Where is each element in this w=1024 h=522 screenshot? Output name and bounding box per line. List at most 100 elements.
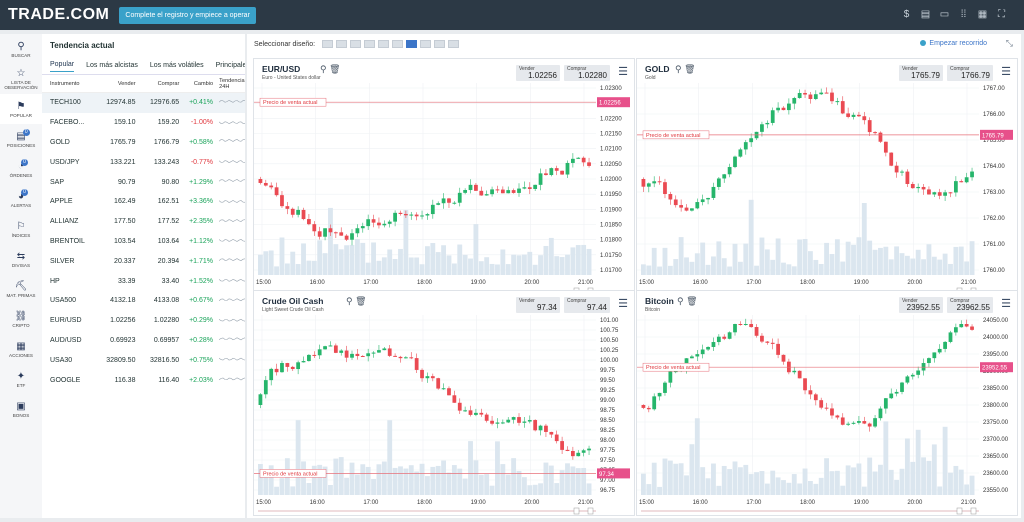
buy-box[interactable]: Comprar 97.44 [564, 297, 610, 313]
apps-grid-icon[interactable]: ⁞⁞ [960, 8, 967, 20]
sell-price[interactable]: 90.79 [117, 178, 136, 186]
logo[interactable]: TRADE.COM [8, 6, 110, 23]
nav-item-6[interactable]: ⚐ ÍNDICES [0, 214, 42, 244]
register-button[interactable]: Complete el registro y empiece a operar [119, 6, 256, 24]
sell-price[interactable]: 159.10 [114, 119, 136, 127]
table-row[interactable]: USA30 32809.50 32816.50 +0.75% [42, 350, 246, 370]
buy-price[interactable]: 162.51 [157, 198, 180, 206]
nav-item-4[interactable]: ◔ 0 ÓRDENES [0, 154, 42, 184]
chart-menu-icon[interactable]: ☰ [1001, 298, 1011, 310]
chart-menu-icon[interactable]: ☰ [618, 298, 628, 310]
chart-menu-icon[interactable]: ☰ [1001, 66, 1011, 78]
buy-price[interactable]: 20.394 [157, 257, 180, 265]
nav-item-8[interactable]: ⛏ MAT. PRIMAS [0, 274, 42, 304]
sell-price[interactable]: 133.221 [110, 158, 136, 166]
layout-option-2[interactable] [336, 40, 348, 48]
nav-item-12[interactable]: ▣ BONOS [0, 394, 42, 424]
sell-price[interactable]: 116.38 [114, 376, 136, 384]
nav-item-10[interactable]: ▦ ACCIONES [0, 334, 42, 364]
layout-option-9[interactable] [434, 40, 446, 48]
sell-price[interactable]: 1765.79 [110, 138, 136, 146]
table-row[interactable]: SAP 90.79 90.80 +1.29% [42, 172, 246, 192]
layout-option-1[interactable] [322, 40, 334, 48]
table-row[interactable]: EUR/USD 1.02256 1.02280 +0.29% [42, 311, 246, 331]
table-row[interactable]: AUD/USD 0.69923 0.69957 +0.28% [42, 331, 246, 351]
zoom-icon[interactable]: ⚲ [677, 296, 684, 306]
tab-most-volatile[interactable]: Los más volátiles [149, 61, 204, 69]
table-row[interactable]: APPLE 162.49 162.51 +3.36% [42, 192, 246, 212]
trash-icon[interactable]: 🗑 [684, 64, 696, 74]
sell-price[interactable]: 12974.85 [106, 99, 136, 107]
layout-option-6[interactable] [392, 40, 404, 48]
tab-popular[interactable]: Popular [50, 61, 75, 72]
col-change[interactable]: Cambio [193, 80, 214, 87]
table-row[interactable]: BRENTOIL 103.54 103.64 +1.12% [42, 232, 246, 252]
table-row[interactable]: USA500 4132.18 4133.08 +0.67% [42, 291, 246, 311]
chart-panel-1[interactable]: GOLD Gold ⚲ 🗑 Vender 1765.79 Comprar 1766.… [636, 58, 1018, 296]
buy-price[interactable]: 90.80 [161, 178, 180, 186]
collapse-icon[interactable]: ⤡ [1005, 38, 1013, 48]
table-row[interactable]: TECH100 12974.85 12976.65 +0.41% [42, 93, 246, 113]
sell-box[interactable]: Vender 1765.79 [899, 65, 943, 81]
chart-panel-0[interactable]: EUR/USD Euro - United States dollar ⚲ 🗑 … [253, 58, 635, 296]
table-row[interactable]: SILVER 20.337 20.394 +1.71% [42, 251, 246, 271]
sell-price[interactable]: 33.39 [117, 277, 136, 285]
trash-icon[interactable]: 🗑 [355, 296, 367, 306]
col-buy[interactable]: Comprar [157, 80, 180, 87]
candlestick-chart[interactable]: 24050.0024000.0023950.0023900.0023850.00… [637, 315, 1019, 517]
buy-price[interactable]: 1.02280 [153, 317, 180, 325]
buy-price[interactable]: 33.40 [161, 277, 180, 285]
layout-option-5[interactable] [378, 40, 390, 48]
buy-price[interactable]: 103.64 [157, 237, 180, 245]
buy-price[interactable]: 4133.08 [153, 297, 180, 305]
buy-price[interactable]: 177.52 [157, 218, 180, 226]
news-icon[interactable]: ▤ [920, 8, 931, 20]
chart-panel-3[interactable]: Bitcoin Bitcoin ⚲ 🗑 Vender 23952.55 Compr… [636, 290, 1018, 516]
buy-price[interactable]: 116.40 [158, 376, 180, 384]
table-row[interactable]: GOOGLE 116.38 116.40 +2.03% [42, 370, 246, 390]
sell-box[interactable]: Vender 97.34 [516, 297, 560, 313]
trash-icon[interactable]: 🗑 [686, 296, 698, 306]
buy-price[interactable]: 133.243 [153, 158, 180, 166]
nav-item-0[interactable]: ⚲ BUSCAR [0, 34, 42, 64]
buy-box[interactable]: Comprar 23962.55 [947, 297, 993, 313]
nav-item-1[interactable]: ☆ LISTA DE OBSERVACIÓN [0, 64, 42, 94]
tab-top-movers[interactable]: Principales t [215, 61, 245, 69]
buy-price[interactable]: 1766.79 [153, 138, 180, 146]
layout-option-4[interactable] [364, 40, 376, 48]
sell-price[interactable]: 1.02256 [110, 317, 136, 325]
zoom-icon[interactable]: ⚲ [675, 64, 682, 74]
sell-box[interactable]: Vender 23952.55 [899, 297, 943, 313]
candlestick-chart[interactable]: 1767.00 1766.00 1765.00 1764.00 1763.00 1762.… [637, 83, 1019, 297]
sell-price[interactable]: 4132.18 [110, 297, 136, 305]
zoom-icon[interactable]: ⚲ [346, 296, 353, 306]
col-trend[interactable]: Tendencia 24H [219, 77, 245, 90]
sell-price[interactable]: 32809.50 [106, 356, 136, 364]
nav-item-5[interactable]: ◕ 0 ALERTAS [0, 184, 42, 214]
layout-option-7[interactable] [406, 40, 418, 48]
candlestick-chart[interactable]: 101.00 100.75 100.50 100.25 100.00 99.75 99.50… [254, 315, 636, 517]
layout-option-10[interactable] [448, 40, 460, 48]
table-row[interactable]: USD/JPY 133.221 133.243 -0.77% [42, 152, 246, 172]
table-row[interactable]: FACEBO... 159.10 159.20 -1.00% [42, 113, 246, 133]
start-tour-button[interactable]: Empezar recorrido [920, 40, 987, 47]
buy-price[interactable]: 12976.65 [150, 99, 180, 107]
tab-top-risers[interactable]: Los más alcistas [86, 61, 138, 69]
nav-item-9[interactable]: ⛓ CRIPTO [0, 304, 42, 334]
sell-box[interactable]: Vender 1.02256 [516, 65, 560, 81]
buy-box[interactable]: Comprar 1766.79 [947, 65, 993, 81]
sell-price[interactable]: 162.49 [114, 198, 136, 206]
chat-icon[interactable]: ▭ [939, 8, 950, 20]
dollar-circle-icon[interactable]: $ [903, 8, 910, 20]
col-instrument[interactable]: Instrumento [50, 80, 80, 87]
trash-icon[interactable]: 🗑 [329, 64, 341, 74]
nav-item-3[interactable]: ▤ 0 POSICIONES [0, 124, 42, 154]
buy-price[interactable]: 159.20 [157, 119, 180, 127]
layout-option-3[interactable] [350, 40, 362, 48]
nav-item-11[interactable]: ✦ ETF [0, 364, 42, 394]
layout-option-8[interactable] [420, 40, 432, 48]
sell-price[interactable]: 0.69923 [110, 336, 136, 344]
table-row[interactable]: GOLD 1765.79 1766.79 +0.58% [42, 133, 245, 153]
nav-item-2[interactable]: ⚑ POPULAR [0, 94, 42, 124]
zoom-icon[interactable]: ⚲ [320, 64, 327, 74]
